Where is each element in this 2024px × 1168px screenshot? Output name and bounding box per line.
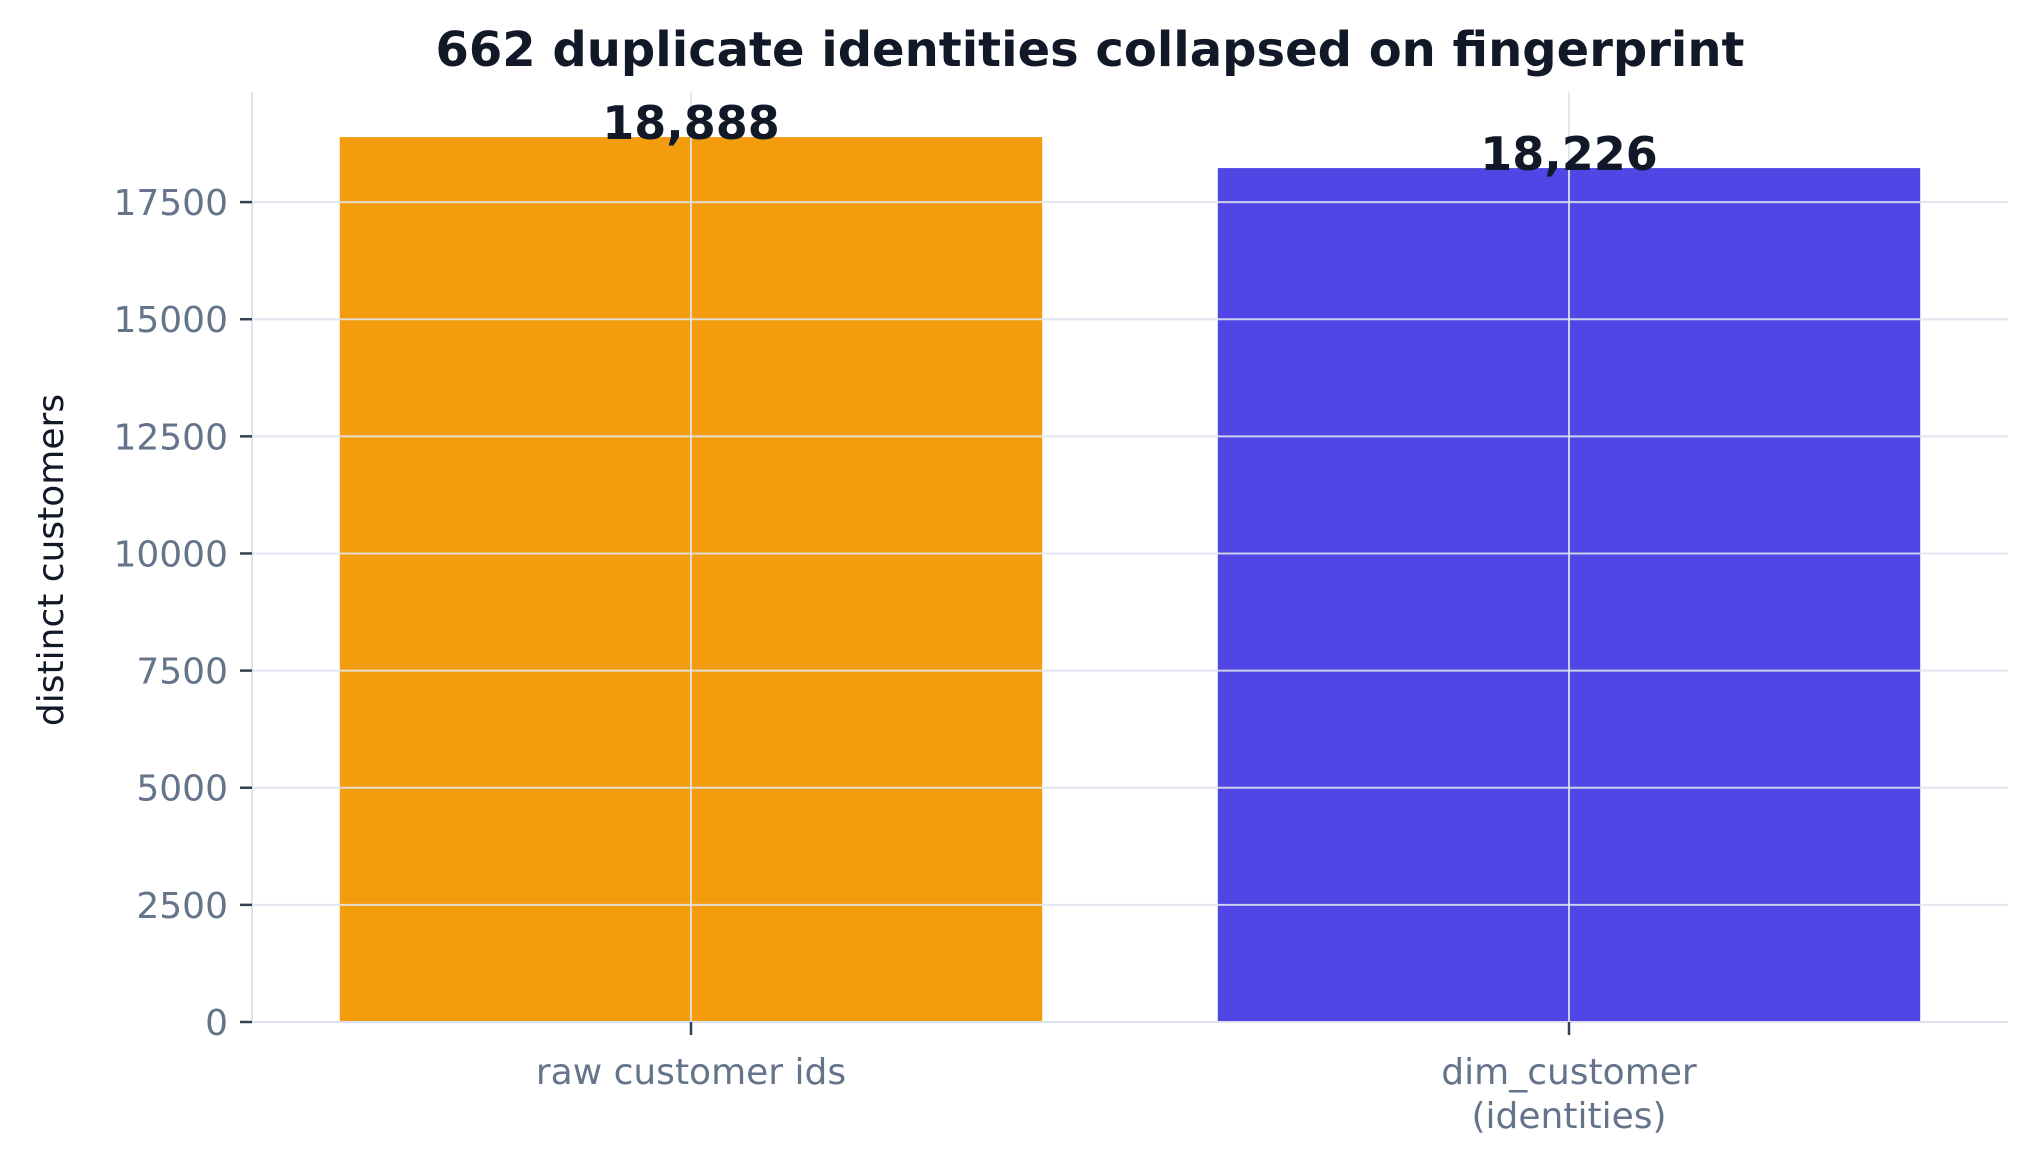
y-axis-label: distinct customers [31, 394, 72, 726]
y-tick-label: 15000 [113, 300, 228, 341]
y-tick-label: 0 [205, 1003, 228, 1044]
x-tick-label: raw customer ids [536, 1052, 846, 1093]
y-axis-ticks: 0 2500 5000 7500 10000 12500 15000 17500 [113, 183, 252, 1044]
y-tick-label: 12500 [113, 417, 228, 458]
x-axis-ticks: raw customer ids dim_customer(identities) [536, 1022, 1697, 1137]
bar-value-label: 18,226 [1480, 127, 1658, 181]
axes [251, 92, 2008, 1023]
x-tick-label: (identities) [1471, 1096, 1666, 1137]
bar-value-label: 18,888 [602, 96, 780, 150]
y-tick-label: 10000 [113, 534, 228, 575]
y-tick-label: 7500 [136, 652, 228, 693]
y-tick-label: 2500 [136, 886, 228, 927]
x-tick-label: dim_customer [1441, 1052, 1697, 1093]
bar-value-labels: 18,888 18,226 [602, 96, 1658, 181]
bars [339, 137, 1921, 1022]
y-tick-label: 17500 [113, 183, 228, 224]
chart-title: 662 duplicate identities collapsed on fi… [435, 22, 1744, 78]
y-tick-label: 5000 [136, 769, 228, 810]
